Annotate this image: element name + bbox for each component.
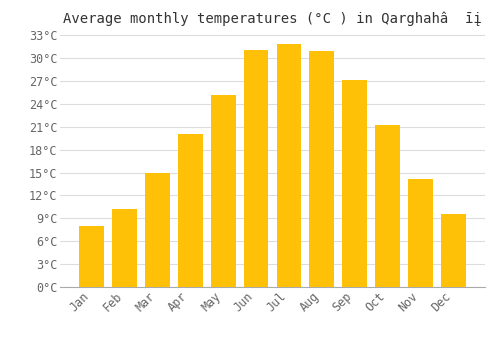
Bar	[244, 50, 268, 287]
Bar	[441, 214, 466, 287]
Title: Average monthly temperatures (°C ) in Qarghahâ  īį: Average monthly temperatures (°C ) in Qa…	[63, 12, 482, 26]
Bar	[211, 95, 236, 287]
Bar	[112, 209, 137, 287]
Bar	[276, 44, 301, 287]
Bar	[408, 180, 433, 287]
Bar	[376, 125, 400, 287]
Bar	[178, 134, 203, 287]
Bar	[145, 173, 170, 287]
Bar	[310, 50, 334, 287]
Bar	[80, 226, 104, 287]
Bar	[342, 80, 367, 287]
